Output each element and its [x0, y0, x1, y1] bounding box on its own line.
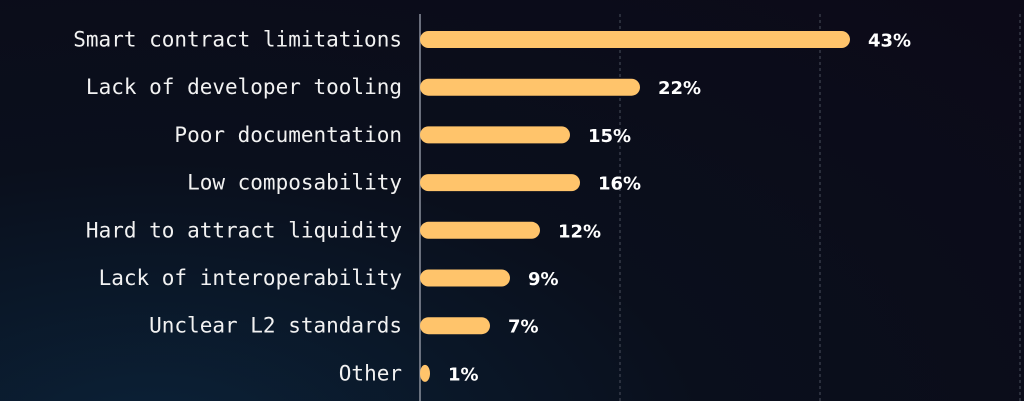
value-label: 1% [448, 364, 479, 385]
value-label: 12% [558, 221, 601, 242]
bar [420, 221, 540, 239]
bar [420, 317, 490, 335]
bar [420, 174, 580, 192]
bar-row: Poor documentation 15% [174, 123, 631, 147]
category-label: Unclear L2 standards [149, 314, 402, 338]
bar [420, 269, 510, 287]
category-label: Smart contract limitations [73, 28, 402, 52]
bar [420, 126, 570, 144]
value-label: 22% [658, 78, 701, 99]
value-label: 43% [868, 31, 911, 52]
bar-row: Lack of developer tooling 22% [86, 75, 701, 99]
value-label: 9% [528, 269, 559, 290]
category-label: Hard to attract liquidity [86, 218, 402, 242]
bar-row: Smart contract limitations 43% [73, 28, 911, 52]
bar [420, 78, 640, 96]
value-label: 16% [598, 174, 641, 195]
bar-row: Low composability 16% [187, 171, 641, 195]
category-label: Other [339, 361, 402, 385]
value-label: 15% [588, 126, 631, 147]
bar-row: Other 1% [339, 361, 479, 385]
bar-row: Lack of interoperability 9% [99, 266, 559, 290]
bar [420, 31, 850, 48]
bar-row: Hard to attract liquidity 12% [86, 218, 601, 242]
bar [420, 364, 430, 382]
gridlines [619, 14, 1021, 401]
category-label: Poor documentation [174, 123, 402, 147]
value-label: 7% [508, 317, 539, 338]
bar-row: Unclear L2 standards 7% [149, 314, 538, 338]
category-label: Lack of interoperability [99, 266, 402, 290]
category-label: Low composability [187, 171, 402, 195]
category-label: Lack of developer tooling [86, 75, 402, 99]
